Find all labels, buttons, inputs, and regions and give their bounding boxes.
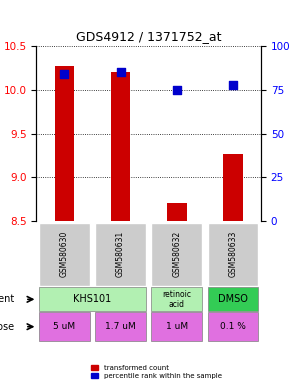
Bar	[167, 203, 186, 221]
FancyBboxPatch shape	[39, 288, 146, 311]
Text: KHS101: KHS101	[73, 294, 112, 305]
FancyBboxPatch shape	[151, 223, 202, 286]
Bar	[55, 66, 74, 221]
FancyBboxPatch shape	[95, 312, 146, 341]
Text: 0.1 %: 0.1 %	[220, 322, 246, 331]
Title: GDS4912 / 1371752_at: GDS4912 / 1371752_at	[76, 30, 221, 43]
Point	[62, 71, 67, 77]
Point	[118, 69, 123, 75]
Text: GSM580631: GSM580631	[116, 231, 125, 277]
Legend: transformed count, percentile rank within the sample: transformed count, percentile rank withi…	[90, 364, 223, 381]
Text: agent: agent	[0, 294, 15, 305]
Text: GSM580633: GSM580633	[229, 231, 238, 277]
Text: DMSO: DMSO	[218, 294, 248, 305]
FancyBboxPatch shape	[95, 223, 146, 286]
Text: dose: dose	[0, 322, 15, 332]
Text: retinoic
acid: retinoic acid	[162, 290, 191, 309]
FancyBboxPatch shape	[39, 223, 90, 286]
Text: GSM580632: GSM580632	[172, 231, 181, 277]
Text: 5 uM: 5 uM	[53, 322, 75, 331]
FancyBboxPatch shape	[208, 223, 258, 286]
Point	[174, 87, 179, 93]
FancyBboxPatch shape	[151, 288, 202, 311]
Bar	[111, 72, 130, 221]
FancyBboxPatch shape	[208, 288, 258, 311]
Text: 1 uM: 1 uM	[166, 322, 188, 331]
Point	[231, 81, 235, 88]
FancyBboxPatch shape	[208, 312, 258, 341]
Text: 1.7 uM: 1.7 uM	[105, 322, 136, 331]
FancyBboxPatch shape	[151, 312, 202, 341]
Bar	[223, 154, 243, 221]
Text: GSM580630: GSM580630	[60, 231, 69, 277]
FancyBboxPatch shape	[39, 312, 90, 341]
